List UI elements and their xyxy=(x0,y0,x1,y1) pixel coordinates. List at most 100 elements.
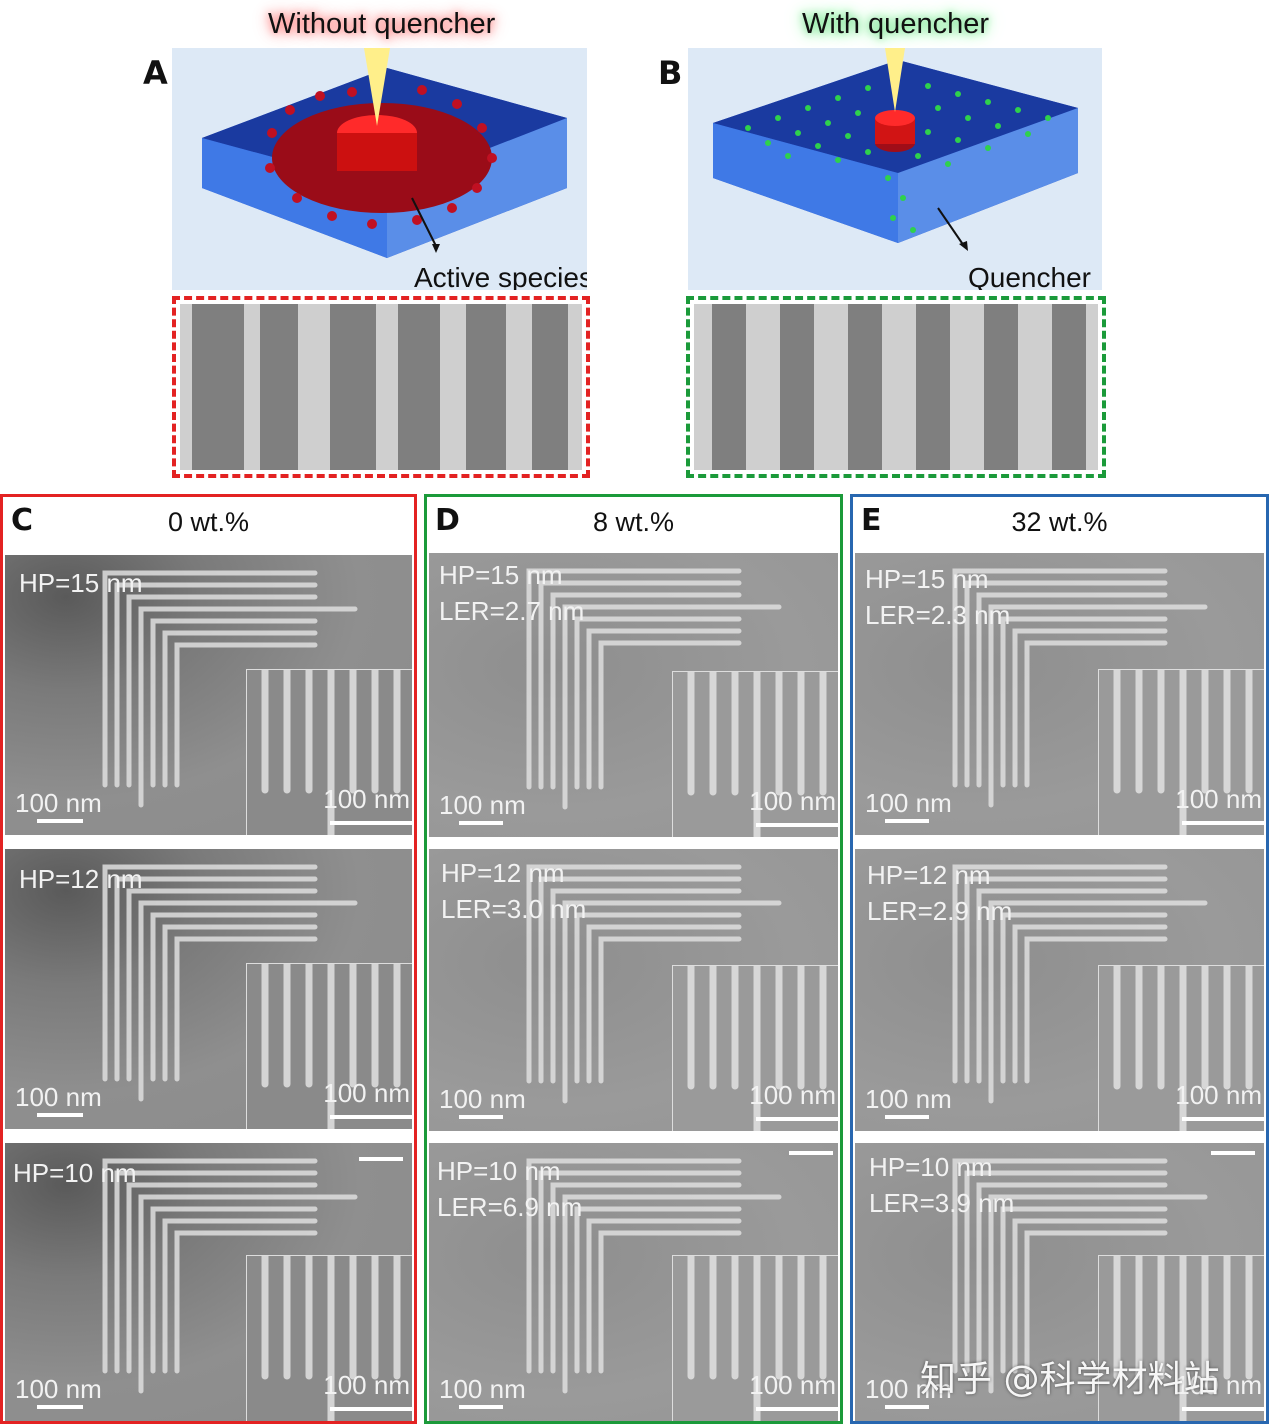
inset-scale-bar xyxy=(756,1407,838,1411)
inset-lines xyxy=(261,964,401,1129)
zoom-inset: 100 nm xyxy=(672,1255,838,1421)
column-e-frame: E 32 wt.% HP=15 nm LER=2.3 nm 100 nm 100… xyxy=(850,494,1269,1424)
zoom-inset: 100 nm xyxy=(1098,965,1264,1131)
scale-bar xyxy=(459,1405,503,1409)
resist-line xyxy=(586,628,742,790)
scale-label: 100 nm xyxy=(439,1084,526,1114)
inset-scale-label: 100 nm xyxy=(323,784,410,814)
column-d-frame: D 8 wt.% HP=15 nm LER=2.7 nm 100 nm 100 … xyxy=(424,494,843,1424)
inset-scale-label: 100 nm xyxy=(1175,784,1262,814)
resist-line xyxy=(562,604,782,810)
resist-line xyxy=(964,580,1168,788)
panel-a-title: Without quencher xyxy=(268,8,496,40)
inset-lines xyxy=(687,966,827,1131)
resist-line xyxy=(964,876,1168,1084)
resist-line xyxy=(126,888,318,1082)
scale-bar xyxy=(37,1405,83,1409)
zoom-inset: 100 nm xyxy=(246,963,412,1129)
l-shaped-lines xyxy=(526,1158,782,1394)
inset-scale-label: 100 nm xyxy=(323,1370,410,1400)
scale-label: 100 nm xyxy=(865,788,952,818)
resist-line xyxy=(174,936,318,1082)
sem-image-d-hp15: HP=15 nm LER=2.7 nm 100 nm 100 nm xyxy=(429,553,838,837)
resist-line xyxy=(538,580,742,790)
resist-line xyxy=(162,924,318,1082)
scale-label: 100 nm xyxy=(865,1084,952,1114)
resist-line xyxy=(1000,1206,1168,1374)
resist-line xyxy=(952,568,1168,788)
inset-scale-bar xyxy=(756,1117,838,1121)
scale-bar xyxy=(459,1115,503,1119)
resist-line xyxy=(1000,616,1168,788)
scale-label: 100 nm xyxy=(865,1374,952,1404)
resist-line xyxy=(138,900,358,1102)
column-d-heading: 8 wt.% xyxy=(592,507,675,537)
ler-label: LER=3.9 nm xyxy=(869,1188,1015,1218)
top-scale-bar xyxy=(1211,1151,1255,1155)
resist-line xyxy=(526,568,742,790)
resist-line xyxy=(114,876,318,1082)
scale-label: 100 nm xyxy=(439,790,526,820)
inset-lines xyxy=(1113,1256,1253,1421)
resist-line xyxy=(550,592,742,790)
resist-line xyxy=(1024,640,1168,788)
resist-line xyxy=(574,912,742,1084)
resist-line xyxy=(538,876,742,1084)
resist-line xyxy=(102,570,318,788)
active-species-label: Active species xyxy=(414,262,587,290)
rough-line-pattern xyxy=(172,296,590,478)
resist-line xyxy=(138,1194,358,1394)
resist-line xyxy=(1024,1230,1168,1374)
resist-line xyxy=(126,594,318,788)
inset-scale-bar xyxy=(1182,1407,1264,1411)
resist-line xyxy=(102,864,318,1082)
hp-label: HP=10 nm xyxy=(869,1152,993,1182)
inset-scale-bar xyxy=(330,1407,412,1411)
sem-image-c-hp12: HP=12 nm 100 nm 100 nm xyxy=(5,849,412,1129)
inset-scale-bar xyxy=(330,1115,412,1119)
ler-label: LER=2.3 nm xyxy=(865,600,1011,630)
top-scale-bar xyxy=(359,1157,403,1161)
ler-label: LER=6.9 nm xyxy=(437,1192,583,1222)
resist-line xyxy=(114,1170,318,1374)
scale-label: 100 nm xyxy=(439,1374,526,1404)
resist-line xyxy=(562,1194,782,1394)
hp-label: HP=10 nm xyxy=(437,1156,561,1186)
resist-film-with-quencher-illustration xyxy=(713,48,1078,251)
zoom-inset: 100 nm xyxy=(1098,1255,1264,1421)
zoom-inset: 100 nm xyxy=(672,671,838,837)
l-shaped-lines xyxy=(952,1158,1208,1394)
inset-scale-bar xyxy=(1182,1117,1264,1121)
watermark-text: 知乎 @科学材料站 xyxy=(920,1359,1220,1400)
resist-line xyxy=(174,642,318,788)
resist-line xyxy=(988,900,1208,1104)
resist-line xyxy=(988,1194,1208,1394)
l-shaped-lines xyxy=(526,568,782,810)
top-scale-bar xyxy=(789,1151,833,1155)
sem-image-e-hp10: HP=10 nm LER=3.9 nm 100 nm 100 nm xyxy=(855,1143,1264,1421)
sem-image-d-hp12: HP=12 nm LER=3.0 nm 100 nm 100 nm xyxy=(429,849,838,1131)
hp-label: HP=15 nm xyxy=(865,564,989,594)
inset-lines xyxy=(687,1256,827,1421)
inset-lines xyxy=(261,670,401,835)
smooth-line-pattern xyxy=(686,296,1106,478)
inset-scale-label: 100 nm xyxy=(749,786,836,816)
scale-bar xyxy=(885,1405,929,1409)
resist-line xyxy=(1012,1218,1168,1374)
sem-image-d-hp10: HP=10 nm LER=6.9 nm 100 nm 100 nm xyxy=(429,1143,838,1421)
inset-scale-bar xyxy=(330,821,412,825)
scale-bar xyxy=(885,1115,929,1119)
resist-line xyxy=(574,616,742,790)
resist-line xyxy=(598,640,742,790)
resist-line xyxy=(114,582,318,788)
panel-b-scheme: Quencher xyxy=(688,48,1102,290)
zoom-inset: 100 nm xyxy=(672,965,838,1131)
hp-label: HP=10 nm xyxy=(13,1158,137,1188)
sem-image-c-hp15: HP=15 nm 100 nm 100 nm xyxy=(5,555,412,835)
resist-line xyxy=(126,1182,318,1374)
resist-line xyxy=(562,900,782,1104)
resist-line xyxy=(162,630,318,788)
inset-lines xyxy=(1113,670,1253,835)
resist-line xyxy=(150,618,318,788)
panel-letter-a: A xyxy=(143,54,168,92)
